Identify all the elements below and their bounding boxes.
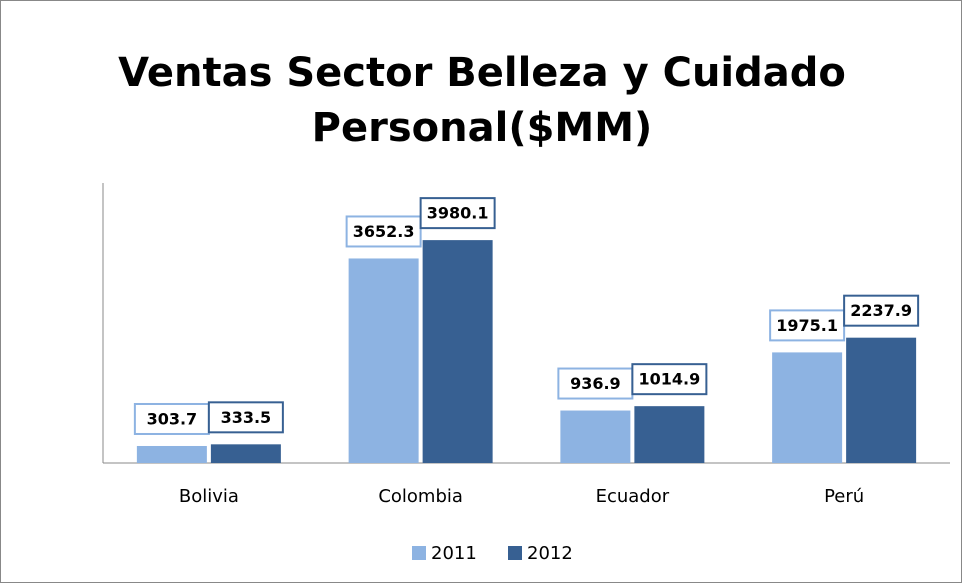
data-label: 936.9: [570, 374, 621, 393]
x-tick-label: Colombia: [378, 486, 463, 507]
x-tick-label: Perú: [824, 486, 864, 507]
bar: [846, 337, 917, 463]
bar: [348, 258, 419, 463]
bar: [136, 445, 207, 463]
bar: [422, 240, 493, 463]
bar: [210, 444, 281, 463]
data-label-box: [345, 215, 422, 248]
data-label: 3980.1: [427, 204, 489, 223]
legend-swatch: [508, 546, 522, 560]
bar: [772, 352, 843, 463]
x-tick-label: Ecuador: [596, 486, 670, 507]
bar: [634, 406, 705, 463]
legend-label: 2011: [431, 543, 477, 564]
data-label: 1975.1: [776, 316, 838, 335]
bar: [560, 410, 631, 463]
data-label: 3652.3: [353, 222, 415, 241]
data-label-box: [557, 367, 634, 400]
data-label-box: [207, 401, 284, 434]
data-label-box: [133, 402, 210, 435]
data-label: 1014.9: [639, 370, 701, 389]
data-label-box: [843, 294, 920, 327]
data-label: 303.7: [147, 409, 198, 428]
chart-title: Ventas Sector Belleza y Cuidado Personal(…: [118, 50, 846, 151]
x-tick-label: Bolivia: [179, 486, 239, 507]
data-label-box: [769, 309, 846, 342]
data-label: 2237.9: [850, 301, 912, 320]
data-label: 333.5: [221, 408, 272, 427]
legend-label: 2012: [527, 543, 573, 564]
legend-swatch: [412, 546, 426, 560]
data-label-box: [631, 363, 708, 396]
data-label-box: [419, 197, 496, 230]
